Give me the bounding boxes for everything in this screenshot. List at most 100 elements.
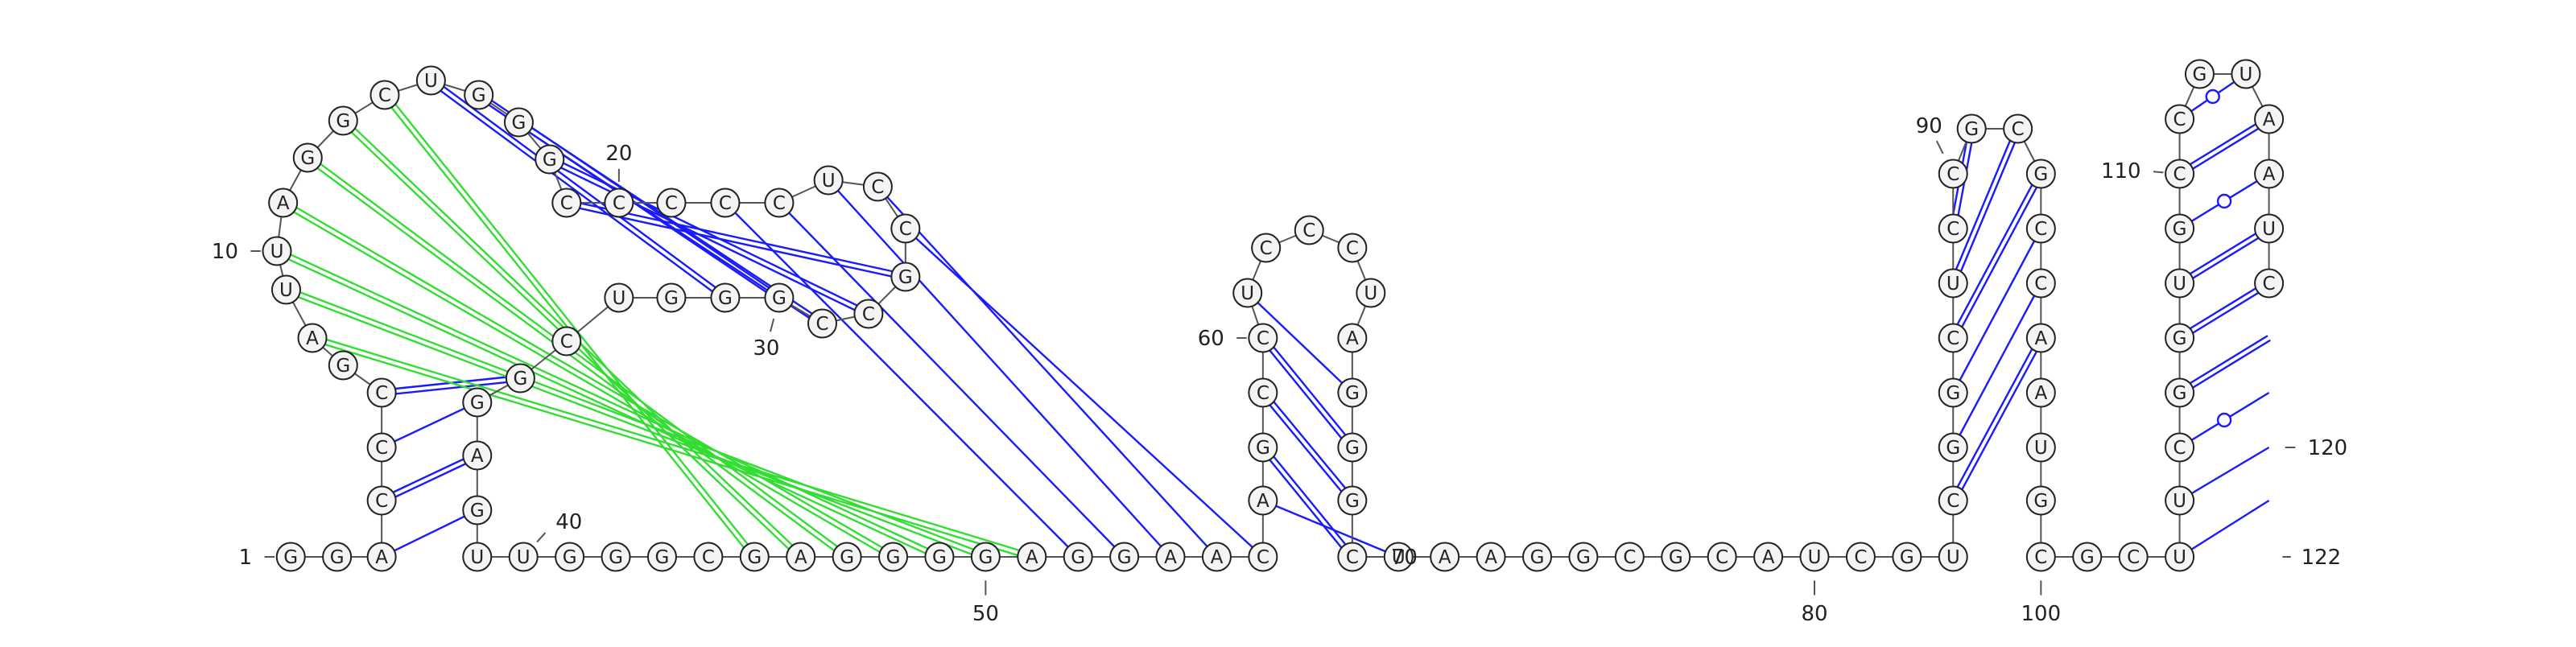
nucleotide-letter: C xyxy=(1302,220,1315,241)
base-pair-lines xyxy=(275,73,2271,561)
nucleotide-circle xyxy=(262,236,292,266)
nucleotide-5: C xyxy=(366,432,397,463)
nucleotide-letter: A xyxy=(306,328,319,349)
nucleotide-letter: G xyxy=(1071,547,1085,568)
nucleotide-circle xyxy=(508,542,539,572)
nucleotide-54: A xyxy=(1155,542,1186,572)
gc-pair-line xyxy=(2178,116,2268,173)
nucleotide-letter: G xyxy=(898,267,913,288)
nucleotide-circle xyxy=(878,542,909,572)
nucleotide-letter: C xyxy=(773,193,786,214)
nucleotide-circle xyxy=(462,542,493,572)
nucleotide-letter: U xyxy=(2262,219,2276,240)
index-label-60: 60 xyxy=(1198,327,1224,351)
nucleotide-letter: U xyxy=(270,241,284,262)
nucleotide-letter: C xyxy=(2034,274,2047,295)
nucleotide-circle xyxy=(1232,278,1263,308)
nucleotide-letter: G xyxy=(336,111,350,132)
nucleotide-circle xyxy=(1251,233,1282,263)
nucleotide-letter: A xyxy=(1257,491,1269,512)
nucleotide-53: G xyxy=(1109,542,1140,572)
nucleotide-circle xyxy=(462,440,493,471)
nucleotide-letter: G xyxy=(470,393,485,414)
nucleotide-circle xyxy=(1294,215,1324,245)
nucleotide-2: G xyxy=(322,542,353,572)
index-label-122: 122 xyxy=(2301,546,2342,570)
nucleotide-87: C xyxy=(1938,323,1968,353)
nucleotide-circle xyxy=(1707,542,1737,572)
nucleotide-72: A xyxy=(1430,542,1460,572)
index-label-1: 1 xyxy=(239,546,253,570)
index-label-10: 10 xyxy=(212,240,238,264)
nucleotide-56: C xyxy=(1248,542,1278,572)
nucleotide-circle xyxy=(366,377,397,408)
nucleotide-letter: C xyxy=(375,383,388,404)
nucleotide-16: G xyxy=(464,80,494,110)
gc-pair-line xyxy=(2180,229,2271,286)
index-label-110: 110 xyxy=(2101,159,2141,183)
nucleotide-letter: C xyxy=(375,491,388,512)
nucleotide-113: U xyxy=(2231,59,2261,89)
nucleotide-117: C xyxy=(2254,268,2285,299)
nucleotide-90: C xyxy=(1938,159,1968,189)
gc-pair-line xyxy=(1950,336,2040,501)
nucleotide-14: C xyxy=(369,80,400,110)
index-label-70: 70 xyxy=(1391,546,1418,570)
nucleotide-letter: G xyxy=(2080,547,2095,568)
gc-pair-line xyxy=(2178,225,2268,282)
gc-pair-line xyxy=(1260,394,1352,503)
nucleotide-letter: C xyxy=(871,177,884,198)
nucleotide-letter: G xyxy=(2173,383,2187,404)
nucleotide-circle xyxy=(555,542,585,572)
nucleotide-71: U xyxy=(1383,542,1414,572)
nucleotide-letter: G xyxy=(283,547,298,568)
nucleotide-circle xyxy=(1337,233,1368,263)
nucleotide-109: G xyxy=(2165,213,2195,244)
nucleotide-letter: C xyxy=(1623,547,1636,568)
nucleotide-circle xyxy=(535,144,565,175)
nucleotide-circle xyxy=(1201,542,1232,572)
nucleotide-103: U xyxy=(2165,542,2195,572)
wc-pair-line xyxy=(1246,292,1353,394)
nucleotide-letter: C xyxy=(560,193,573,214)
pseudoknot-pair-line xyxy=(277,248,941,556)
nucleotide-27: G xyxy=(890,262,921,292)
nucleotide-68: G xyxy=(1337,432,1368,463)
nucleotide-50: G xyxy=(970,542,1001,572)
nucleotide-circle xyxy=(1063,542,1093,572)
nucleotide-letter: G xyxy=(330,547,345,568)
nucleotide-letter: A xyxy=(277,193,290,214)
nucleotide-73: A xyxy=(1476,542,1506,572)
nucleotide-letter: C xyxy=(1346,547,1359,568)
nucleotide-letter: G xyxy=(513,369,527,389)
nucleotide-circle xyxy=(2118,542,2149,572)
nucleotide-letter: G xyxy=(932,547,947,568)
nucleotide-102: C xyxy=(2118,542,2149,572)
nucleotide-letter: U xyxy=(424,71,438,92)
nucleotide-circle xyxy=(1938,485,1968,516)
nucleotide-46: A xyxy=(786,542,816,572)
nucleotide-63: C xyxy=(1294,215,1324,245)
nucleotide-circle xyxy=(2165,159,2195,189)
nucleotide-letter: G xyxy=(609,547,623,568)
nucleotide-96: A xyxy=(2025,323,2056,353)
nucleotide-circle xyxy=(464,80,494,110)
nucleotide-circle xyxy=(853,299,884,329)
nucleotide-circle xyxy=(1614,542,1645,572)
nucleotide-18: G xyxy=(535,144,565,175)
nucleotide-letter: C xyxy=(2127,547,2140,568)
nucleotide-letter: G xyxy=(840,547,854,568)
nucleotide-letter: C xyxy=(1257,328,1269,349)
nucleotide-circle xyxy=(2025,542,2056,572)
nucleotide-circle xyxy=(503,107,534,138)
nucleotide-circle xyxy=(366,485,397,516)
nucleotide-112: G xyxy=(2184,59,2215,89)
index-label-90: 90 xyxy=(1916,114,1942,138)
nucleotide-letter: G xyxy=(543,150,557,171)
nucleotide-letter: A xyxy=(471,446,484,467)
nucleotide-37: A xyxy=(462,440,493,471)
nucleotide-34: C xyxy=(551,326,582,356)
nucleotide-letter: U xyxy=(470,547,484,568)
nucleotide-circle xyxy=(2254,159,2285,189)
